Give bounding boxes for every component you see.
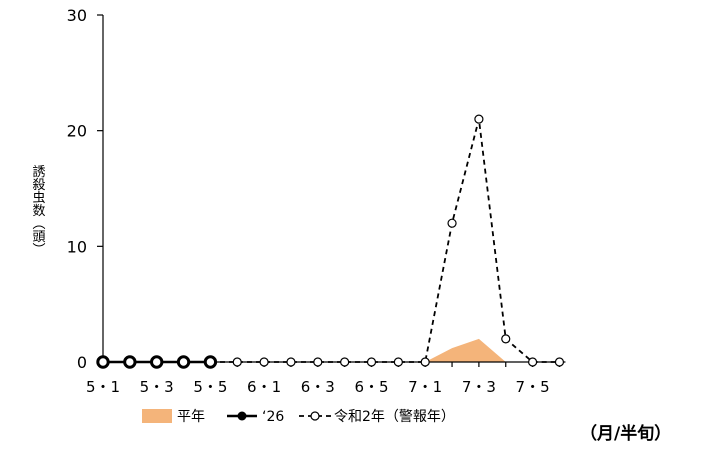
legend-marker-warning-year [310, 411, 320, 421]
warning-year-point [366, 357, 377, 367]
legend-label-warning-year: 令和2年（警報年） [334, 409, 455, 425]
warning-year-point [554, 357, 565, 367]
warning-year-point [232, 357, 242, 367]
warning-year-point [259, 357, 269, 367]
x-tick-label: 5・3 [140, 378, 174, 396]
warning-year-point [286, 357, 296, 367]
x-tick-label: 6・5 [354, 378, 388, 396]
current-year-point [176, 355, 191, 369]
y-tick-label: 10 [67, 237, 87, 256]
y-tick-label: 30 [67, 6, 87, 25]
current-year-point [203, 355, 218, 369]
axes [97, 14, 566, 367]
x-tick-label: 7・1 [408, 378, 442, 396]
x-tick-label: 7・5 [516, 378, 550, 396]
x-tick-label: 5・1 [86, 378, 120, 396]
warning-year-point [447, 218, 457, 228]
normal-year-area [103, 338, 533, 362]
x-tick-label: 7・3 [462, 378, 496, 396]
warning-year-point [527, 357, 538, 367]
x-tick-label: 6・3 [301, 378, 335, 396]
x-axis-label: （月/半旬） [580, 423, 671, 444]
y-tick-label: 0 [77, 353, 87, 372]
legend-label-normal-year: 平年 [177, 409, 205, 425]
warning-year-point [340, 357, 350, 367]
legend-swatch-normal-year [142, 409, 172, 423]
warning-year-point [501, 334, 511, 344]
series-points [96, 114, 565, 369]
tick-labels: 0 10 20 30 5・1 5・3 5・5 6・1 6・3 6・5 7・1 7・3 7・5 [67, 6, 550, 396]
warning-year-point [313, 357, 323, 367]
current-year-point [150, 355, 164, 369]
x-tick-label: 5・5 [193, 378, 227, 396]
x-tick-label: 6・1 [247, 378, 281, 396]
warning-year-line [103, 118, 560, 363]
current-year-point [96, 355, 110, 369]
legend: 平年 ‘26 令和2年（警報年） [142, 409, 455, 425]
y-axis-label: 誘殺虫数（頭） [30, 165, 46, 256]
y-tick-label: 20 [67, 122, 87, 141]
current-year-point [123, 355, 137, 369]
series-lines [103, 118, 560, 364]
normal-year-area-layer [103, 338, 533, 362]
legend-label-current-year: ‘26 [262, 409, 284, 425]
warning-year-point [474, 114, 484, 124]
legend-marker-current-year [237, 411, 247, 421]
warning-year-point [420, 357, 430, 367]
warning-year-point [393, 357, 403, 367]
